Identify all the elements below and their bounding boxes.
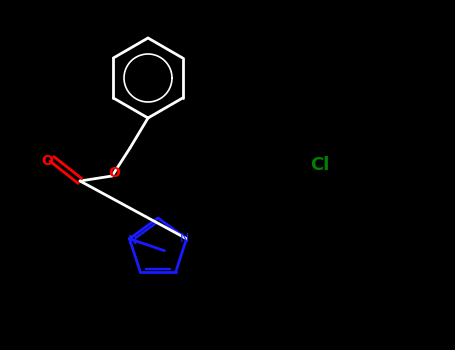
Text: N: N xyxy=(180,232,189,245)
Text: O: O xyxy=(108,166,120,180)
Text: N: N xyxy=(128,234,137,247)
Text: O: O xyxy=(41,154,53,168)
Text: Cl: Cl xyxy=(310,156,330,174)
